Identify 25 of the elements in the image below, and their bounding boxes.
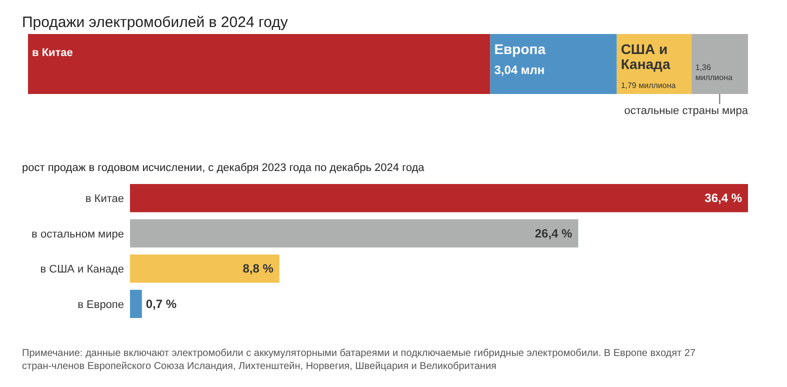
bar — [691, 34, 748, 94]
series-label: остальные страны мира — [624, 105, 749, 117]
chart-title: рост продаж в годовом исчислении, с декабря 2023 года по декабрь 2024 года — [22, 162, 426, 174]
bar — [130, 290, 142, 318]
y-tick-label: в остальном мире — [32, 228, 124, 240]
data-label: 0,7 % — [146, 296, 177, 311]
data-label: 3,04 млн — [494, 63, 545, 77]
bar — [130, 184, 748, 212]
data-label: 1,36 миллиона — [695, 63, 734, 82]
text: Примечание: данные включают электромобили с аккумуляторными батареями и подключаемые гибридные электромобили. В Европе входят 27 стран-членов Европейского Союза Исландия, Лихтенштейн, Норвегия, Швейцария и Великобритания — [22, 348, 696, 372]
series-label: в Китае — [32, 47, 73, 59]
data-label: 1,79 миллиона — [620, 81, 676, 90]
series-label: Европа — [494, 41, 546, 57]
data-label: 8,8 % — [242, 262, 274, 276]
bar — [28, 34, 490, 94]
bar — [130, 254, 280, 283]
series-label: США и Канада — [620, 41, 670, 72]
y-tick-label: в США и Канаде — [40, 264, 124, 276]
y-tick-label: в Европе — [78, 298, 124, 311]
bar — [130, 219, 578, 248]
chart-title: Продажи электромобилей в 2024 году — [22, 14, 288, 31]
y-tick-label: в Китае — [85, 193, 124, 206]
data-label: 36,4 % — [704, 191, 742, 206]
bar — [490, 34, 617, 94]
data-label: 26,4 % — [534, 226, 573, 240]
